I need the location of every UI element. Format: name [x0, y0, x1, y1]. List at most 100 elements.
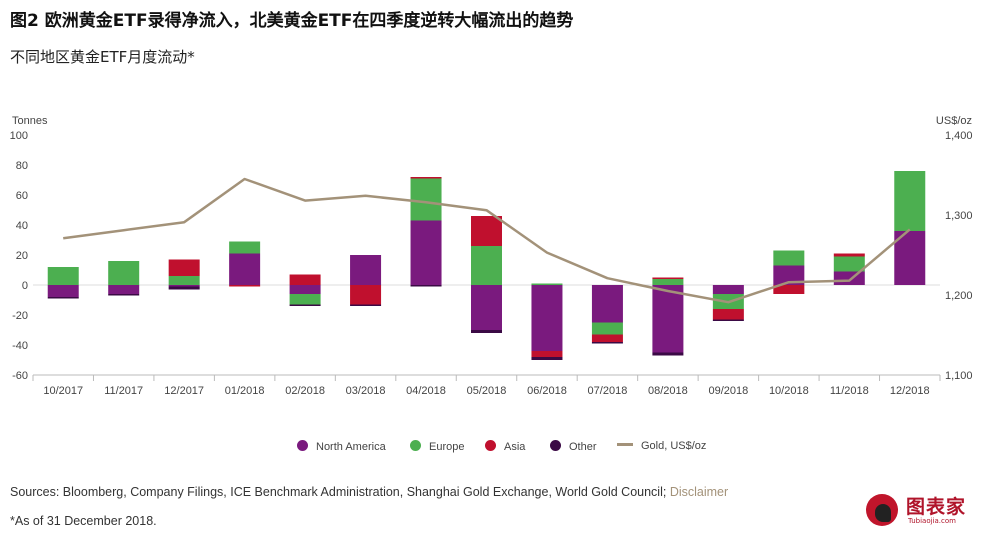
bar-segment-other: [531, 357, 563, 360]
bar-segment-north-america: [108, 285, 140, 294]
stacked-bar-chart: Tonnes US$/oz 100 80 60 40 20 0 -20 -40 -60 1,400 1,…: [10, 115, 973, 397]
legend-item-asia: Asia: [485, 440, 525, 453]
y-tick-label-left: 40: [16, 220, 28, 232]
chart-subtitle: 不同地区黄金ETF月度流动*: [10, 48, 195, 66]
brand-logo: 图表家 Tubiaojia.com: [866, 490, 978, 530]
bar-segment-europe: [410, 178, 442, 221]
bar-segment-asia: [773, 285, 805, 294]
x-tick-label: 08/2018: [648, 385, 688, 397]
bar-segment-asia: [289, 274, 321, 285]
y-tick-label-right: 1,200: [945, 290, 973, 302]
footnote: *As of 31 December 2018.: [10, 514, 157, 528]
legend-label: Asia: [504, 441, 526, 453]
x-tick-label: 09/2018: [708, 385, 748, 397]
bar-segment-europe: [531, 283, 563, 285]
bar-segment-europe: [471, 246, 502, 285]
y-tick-label-left: -40: [12, 340, 28, 352]
bar-segment-other: [108, 294, 140, 296]
bar-segment-other: [712, 319, 744, 321]
bar-segment-north-america: [591, 285, 623, 323]
bar-segment-north-america: [712, 285, 744, 294]
bar-segment-other: [350, 304, 382, 306]
legend-label: North America: [316, 441, 386, 453]
x-tick-label: 01/2018: [225, 385, 265, 397]
bar-segment-europe: [652, 279, 684, 285]
legend-line-icon: [617, 443, 633, 446]
legend-label: Gold, US$/oz: [641, 440, 707, 452]
x-tick-label: 12/2018: [890, 385, 930, 397]
bar-segment-north-america: [47, 285, 79, 297]
x-tick-label: 11/2018: [830, 385, 869, 397]
bar-segment-north-america: [410, 220, 442, 285]
sources-text: Sources: Bloomberg, Company Filings, ICE…: [10, 485, 728, 499]
x-tick-label: 03/2018: [346, 385, 386, 397]
legend-item-europe: Europe: [410, 440, 464, 453]
bar-segment-north-america: [471, 285, 502, 330]
bar-segment-north-america: [652, 285, 684, 353]
bar-segment-europe: [108, 261, 140, 285]
bar-segment-asia: [471, 216, 502, 246]
bar-segment-other: [168, 286, 200, 290]
x-tick-label: 10/2017: [43, 385, 83, 397]
legend-label: Other: [569, 441, 597, 453]
bar-segment-europe: [229, 241, 261, 254]
chart-title: 图2 欧洲黄金ETF录得净流入，北美黄金ETF在四季度逆转大幅流出的趋势: [10, 11, 574, 31]
bar-segment-asia: [833, 253, 865, 257]
y-tick-label-right: 1,100: [945, 370, 973, 382]
bar-segment-asia: [410, 177, 442, 179]
legend-item-north-america: North America: [297, 440, 386, 453]
legend-swatch-icon: [550, 440, 561, 451]
logo-name: 图表家: [906, 496, 967, 518]
x-tick-label: 05/2018: [467, 385, 507, 397]
bar-segment-other: [591, 342, 623, 344]
y-axis-left-title: Tonnes: [12, 115, 48, 127]
y-tick-label-left: 60: [16, 190, 28, 202]
bar-segment-europe: [47, 267, 79, 285]
bar-segment-europe: [773, 250, 805, 266]
y-tick-label-left: -20: [12, 310, 28, 322]
y-tick-label-left: 0: [22, 280, 28, 292]
bar-segment-other: [47, 297, 79, 299]
disclaimer-link[interactable]: Disclaimer: [669, 485, 729, 499]
x-tick-label: 12/2017: [164, 385, 204, 397]
y-axis-right-title: US$/oz: [936, 115, 972, 127]
sources-label: Sources: Bloomberg, Company Filings, ICE…: [10, 485, 670, 499]
bar-segment-north-america: [229, 253, 261, 285]
y-tick-label-left: -60: [12, 370, 28, 382]
logo-subtext: Tubiaojia.com: [908, 517, 956, 525]
logo-icon: [866, 494, 898, 526]
bar-segment-other: [652, 352, 684, 356]
legend-item-other: Other: [550, 440, 597, 453]
y-tick-label-right: 1,400: [945, 130, 973, 142]
bar-segment-europe: [289, 294, 321, 305]
x-tick-label: 02/2018: [285, 385, 325, 397]
y-tick-label-left: 20: [16, 250, 28, 262]
chart-legend: North America Europe Asia Other Gold, US…: [0, 440, 984, 460]
y-tick-label-left: 80: [16, 160, 28, 172]
bar-segment-europe: [591, 322, 623, 335]
bar-segment-asia: [168, 259, 200, 276]
bar-segment-north-america: [289, 285, 321, 294]
bar-segment-other: [410, 285, 442, 287]
y-tick-label-left: 100: [10, 130, 28, 142]
bar-segment-other: [289, 304, 321, 306]
bar-segment-north-america: [773, 265, 805, 285]
bar-segment-asia: [531, 351, 563, 357]
bar-segment-asia: [712, 309, 744, 320]
bar-segment-europe: [833, 256, 865, 272]
bar-segment-asia: [350, 285, 382, 305]
bar-segment-europe: [894, 171, 926, 231]
x-tick-label: 11/2017: [104, 385, 143, 397]
bar-segment-europe: [168, 276, 200, 285]
bar-segment-north-america: [350, 255, 382, 285]
bar-segment-north-america: [833, 271, 865, 285]
bar-segment-north-america: [168, 285, 200, 287]
legend-label: Europe: [429, 441, 465, 453]
x-tick-label: 10/2018: [769, 385, 809, 397]
bar-segment-other: [471, 330, 502, 333]
bar-segment-asia: [591, 334, 623, 342]
gold-price-line: [63, 177, 911, 304]
bar-segment-asia: [229, 285, 261, 287]
legend-swatch-icon: [297, 440, 308, 451]
bar-segment-asia: [652, 277, 684, 279]
